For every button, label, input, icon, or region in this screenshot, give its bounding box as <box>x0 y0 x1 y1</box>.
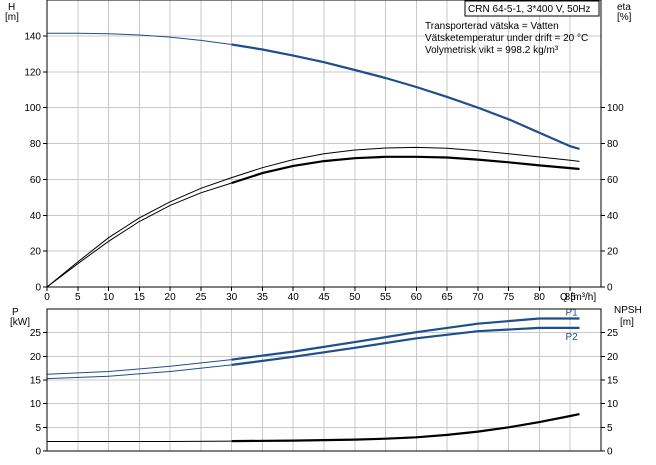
lower-right-axis-unit: [m] <box>620 317 634 328</box>
upper-right-tick-label: 20 <box>607 247 619 258</box>
upper-right-axis-unit: [%] <box>617 12 632 23</box>
x-tick-label: 70 <box>472 292 484 303</box>
condition-temperature: Vätsketemperatur under drift = 20 °C <box>425 33 588 44</box>
lower-right-tick-label: 5 <box>607 423 613 434</box>
lower-series-label-p2: P2 <box>565 332 578 343</box>
x-tick-label: 5 <box>75 292 81 303</box>
upper-series-h <box>232 45 580 149</box>
lower-right-tick-label: 15 <box>607 376 619 387</box>
lower-left-tick-label: 20 <box>30 352 42 363</box>
lower-right-axis-title: NPSH <box>614 305 642 316</box>
upper-right-tick-label: 100 <box>607 103 624 114</box>
x-tick-label: 15 <box>134 292 146 303</box>
upper-right-tick-label: 80 <box>607 139 619 150</box>
upper-right-tick-label: 60 <box>607 175 619 186</box>
x-tick-label: 20 <box>165 292 177 303</box>
upper-left-tick-label: 100 <box>24 103 41 114</box>
upper-left-tick-label: 120 <box>24 67 41 78</box>
x-tick-label: 75 <box>503 292 515 303</box>
upper-series-eta <box>47 147 580 287</box>
x-tick-label: 55 <box>380 292 392 303</box>
x-tick-label: 65 <box>442 292 454 303</box>
x-tick-label: 40 <box>288 292 300 303</box>
upper-right-tick-label: 40 <box>607 211 619 222</box>
x-tick-label: 25 <box>195 292 207 303</box>
x-tick-label: 80 <box>534 292 546 303</box>
upper-left-tick-label: 60 <box>30 175 42 186</box>
lower-left-tick-label: 5 <box>35 423 41 434</box>
lower-right-tick-label: 25 <box>607 328 619 339</box>
lower-right-tick-label: 10 <box>607 399 619 410</box>
upper-left-tick-label: 80 <box>30 139 42 150</box>
x-axis-title: Q [m³/h] <box>560 292 596 303</box>
lower-grid <box>47 309 601 451</box>
lower-left-tick-label: 25 <box>30 328 42 339</box>
lower-left-tick-label: 15 <box>30 376 42 387</box>
title-box-text: CRN 64-5-1, 3*400 V, 50Hz <box>468 4 590 15</box>
upper-right-tick-label: 0 <box>607 283 613 294</box>
lower-left-tick-label: 10 <box>30 399 42 410</box>
x-tick-label: 10 <box>103 292 115 303</box>
upper-left-tick-label: 140 <box>24 31 41 42</box>
x-tick-label: 45 <box>318 292 330 303</box>
lower-right-tick-label: 0 <box>607 447 613 458</box>
lower-right-tick-label: 20 <box>607 352 619 363</box>
upper-left-axis-unit: [m] <box>5 12 19 23</box>
lower-left-tick-label: 0 <box>35 447 41 458</box>
upper-left-tick-label: 40 <box>30 211 42 222</box>
x-tick-label: 35 <box>257 292 269 303</box>
x-tick-label: 50 <box>349 292 361 303</box>
lower-left-axis-unit: [kW] <box>10 317 30 328</box>
x-tick-label: 60 <box>411 292 423 303</box>
upper-left-tick-label: 20 <box>30 247 42 258</box>
x-tick-label: 0 <box>44 292 50 303</box>
condition-density: Volymetrisk vikt = 998.2 kg/m³ <box>425 45 559 56</box>
condition-fluid: Transporterad vätska = Vatten <box>425 21 559 32</box>
x-tick-label: 30 <box>226 292 238 303</box>
upper-left-tick-label: 0 <box>35 283 41 294</box>
